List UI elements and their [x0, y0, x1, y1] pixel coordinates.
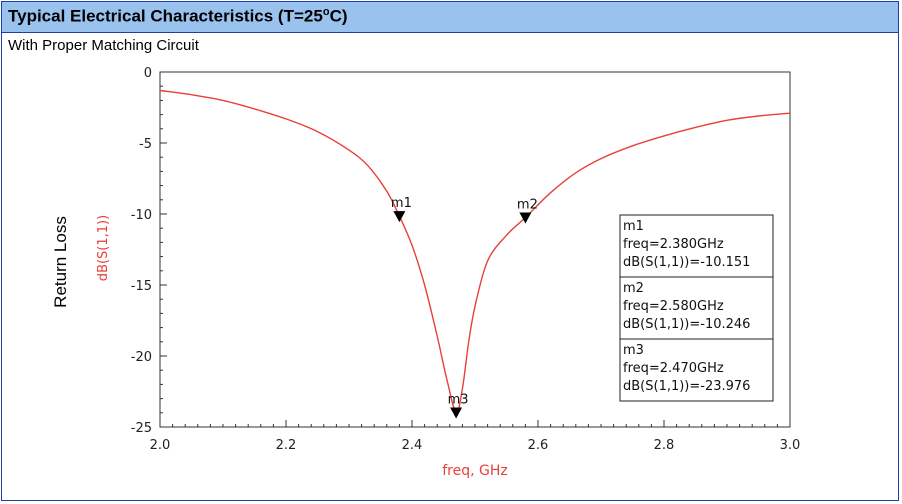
readout-m2-name: m2: [623, 281, 644, 296]
readout-m1-freq: freq=2.380GHz: [623, 237, 724, 252]
y-tick-label: 0: [144, 66, 152, 81]
marker-m1-triangle: [393, 211, 406, 223]
marker-m2-triangle: [519, 212, 532, 224]
panel-subtitle: With Proper Matching Circuit: [8, 37, 199, 54]
marker-m3-label: m3: [448, 392, 469, 407]
marker-m1-label: m1: [391, 196, 412, 211]
y-tick-label: -15: [131, 279, 152, 294]
panel-title: Typical Electrical Characteristics (T=25…: [8, 6, 348, 27]
y-tick-label: -10: [131, 208, 152, 223]
readout-m1-db: dB(S(1,1))=-10.151: [623, 255, 750, 270]
title-end: C): [329, 6, 348, 26]
readout-m2-box: [619, 276, 774, 340]
y-tick-label: -20: [131, 350, 152, 365]
title-main: Typical Electrical Characteristics (T=25: [8, 6, 323, 26]
readout-m3-name: m3: [623, 343, 644, 358]
x-tick-label: 3.0: [780, 438, 801, 453]
readout-m3-box: [619, 338, 774, 402]
s11-curve: [159, 89, 791, 414]
readout-m1-box: [619, 214, 774, 278]
y-tick-label: -25: [131, 421, 152, 436]
x-axis-label: freq, GHz: [442, 463, 508, 479]
readout-m1-name: m1: [623, 219, 644, 234]
readout-m2-db: dB(S(1,1))=-10.246: [623, 317, 750, 332]
y-tick-label: -5: [139, 137, 152, 152]
marker-m3-triangle: [450, 407, 463, 419]
title-degree-sup: o: [322, 6, 330, 18]
readout-m3-db: dB(S(1,1))=-23.976: [623, 379, 750, 394]
marker-m2-label: m2: [517, 197, 538, 212]
x-tick-label: 2.6: [528, 438, 549, 453]
readout-m2-freq: freq=2.580GHz: [623, 299, 724, 314]
outer-y-axis-label: Return Loss: [51, 216, 70, 308]
title-bar: Typical Electrical Characteristics (T=25…: [2, 2, 898, 33]
x-tick-label: 2.2: [276, 438, 297, 453]
x-tick-label: 2.0: [150, 438, 171, 453]
x-tick-label: 2.8: [654, 438, 675, 453]
markers: m1 m2 m3: [391, 196, 538, 419]
axis-ticks: 0 -5 -10 -15 -20 -25 2.0 2.2 2.4 2.6 2.8 3.0: [131, 66, 801, 453]
marker-readouts: m1 freq=2.380GHz dB(S(1,1))=-10.151 m2 freq=…: [619, 214, 774, 402]
readout-m3-freq: freq=2.470GHz: [623, 361, 724, 376]
y-axis-label: dB(S(1,1)): [96, 215, 111, 281]
x-tick-label: 2.4: [402, 438, 423, 453]
